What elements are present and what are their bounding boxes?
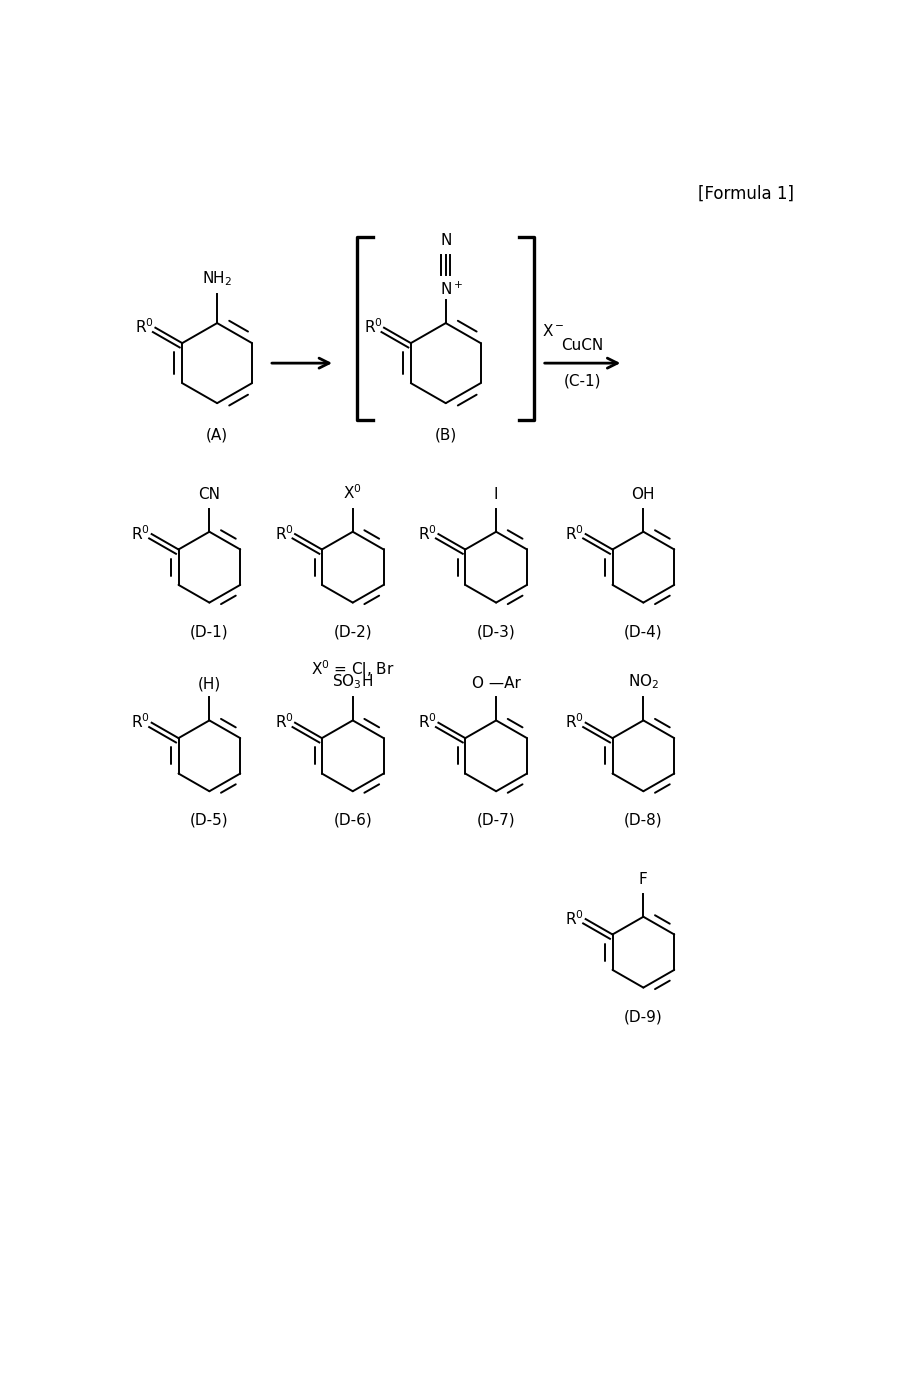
Text: R$^0$: R$^0$ bbox=[131, 713, 150, 731]
Text: (D-4): (D-4) bbox=[624, 624, 662, 639]
Text: (D-1): (D-1) bbox=[190, 624, 229, 639]
Text: (D-9): (D-9) bbox=[624, 1009, 662, 1024]
Text: (D-3): (D-3) bbox=[477, 624, 516, 639]
Text: (C-1): (C-1) bbox=[563, 373, 601, 388]
Text: (D-5): (D-5) bbox=[190, 812, 229, 828]
Text: R$^0$: R$^0$ bbox=[274, 713, 293, 731]
Text: (D-8): (D-8) bbox=[624, 812, 662, 828]
Text: R$^0$: R$^0$ bbox=[274, 525, 293, 543]
Text: X$^0$: X$^0$ bbox=[344, 483, 362, 503]
Text: F: F bbox=[639, 873, 648, 888]
Text: X$^0$ = Cl, Br: X$^0$ = Cl, Br bbox=[310, 658, 394, 679]
Text: NH$_2$: NH$_2$ bbox=[202, 269, 232, 288]
Text: R$^0$: R$^0$ bbox=[131, 525, 150, 543]
Text: NO$_2$: NO$_2$ bbox=[628, 672, 659, 691]
Text: N: N bbox=[440, 233, 452, 248]
Text: CN: CN bbox=[198, 487, 220, 503]
Text: (B): (B) bbox=[435, 428, 457, 443]
Text: R$^0$: R$^0$ bbox=[418, 713, 437, 731]
Text: (D-7): (D-7) bbox=[477, 812, 516, 828]
Text: (D-2): (D-2) bbox=[333, 624, 372, 639]
Text: (H): (H) bbox=[198, 676, 221, 691]
Text: R$^0$: R$^0$ bbox=[418, 525, 437, 543]
Text: X$^-$: X$^-$ bbox=[542, 322, 564, 339]
Text: R$^0$: R$^0$ bbox=[565, 525, 584, 543]
Text: (D-6): (D-6) bbox=[333, 812, 372, 828]
Text: OH: OH bbox=[632, 487, 655, 503]
Text: R$^0$: R$^0$ bbox=[565, 713, 584, 731]
Text: [Formula 1]: [Formula 1] bbox=[698, 185, 795, 202]
Text: N$^+$: N$^+$ bbox=[440, 281, 464, 299]
Text: O —Ar: O —Ar bbox=[472, 676, 520, 691]
Text: (A): (A) bbox=[206, 428, 229, 443]
Text: R$^0$: R$^0$ bbox=[135, 318, 154, 336]
Text: I: I bbox=[494, 487, 499, 503]
Text: CuCN: CuCN bbox=[562, 339, 604, 353]
Text: R$^0$: R$^0$ bbox=[565, 909, 584, 928]
Text: R$^0$: R$^0$ bbox=[364, 318, 382, 336]
Text: SO$_3$H: SO$_3$H bbox=[332, 672, 374, 691]
